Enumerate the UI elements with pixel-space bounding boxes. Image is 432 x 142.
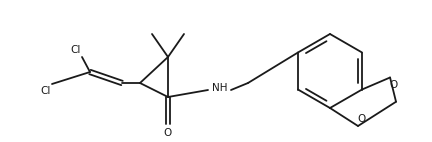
Text: O: O (389, 80, 397, 89)
Text: Cl: Cl (41, 86, 51, 96)
Text: NH: NH (212, 83, 228, 93)
Text: O: O (164, 128, 172, 138)
Text: Cl: Cl (71, 45, 81, 55)
Text: O: O (357, 114, 365, 124)
